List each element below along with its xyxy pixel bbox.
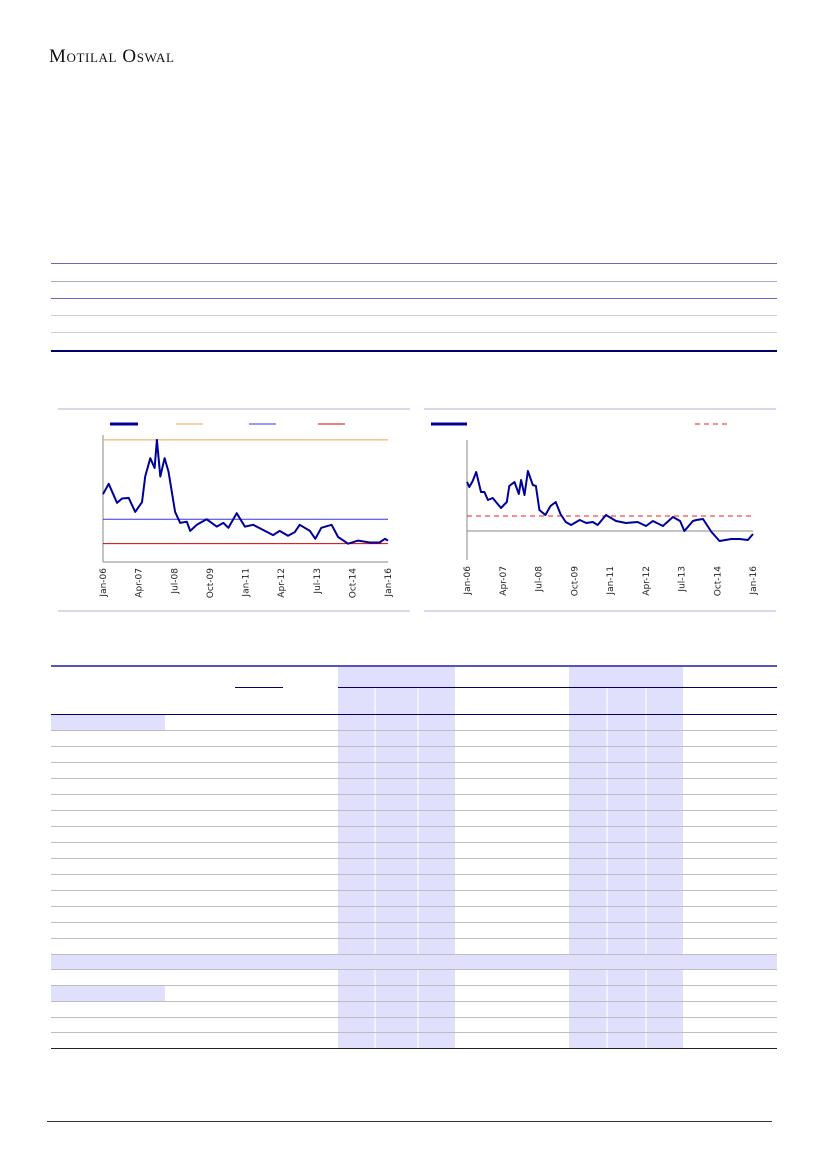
section-label-cell (51, 985, 165, 1001)
chart-frame-right (424, 408, 776, 612)
x-tick-label: Oct-09 (570, 566, 580, 597)
table-row-rule (51, 826, 777, 827)
x-tick-label: Jan-06 (463, 566, 473, 596)
x-tick-label: Jan-11 (242, 568, 252, 598)
table-header-subrule (235, 687, 283, 688)
table-row-rule (51, 1001, 777, 1002)
table-row-rule (51, 938, 777, 939)
table-row-rule (51, 906, 777, 907)
table-row-rule (51, 874, 777, 875)
column-gap (606, 688, 608, 1048)
column-gap (417, 688, 419, 1048)
summary-table-top-rule (51, 263, 777, 264)
table-row-rule (51, 778, 777, 779)
table-row-rule (51, 890, 777, 891)
column-gap (374, 688, 376, 1048)
table-row-rule (51, 842, 777, 843)
x-tick-label: Oct-09 (206, 568, 216, 599)
x-tick-label: Jul-08 (535, 566, 545, 593)
x-tick-label: Oct-14 (713, 566, 723, 597)
table-header-bottom-rule (51, 714, 777, 715)
chart-left: Jan-06 Apr-07 Jul-08 Oct-09 Jan-11 Apr-12 Jul-… (99, 422, 394, 599)
table-top-rule (51, 665, 777, 667)
chart-right: Jan-06 Apr-07 Jul-08 Oct-09 Jan-11 Apr-12 Jul-… (431, 422, 759, 597)
section-row-shaded (51, 954, 777, 969)
x-tick-label: Apr-07 (499, 566, 509, 596)
series-line (102, 438, 389, 545)
x-tick-label: Jul-13 (678, 566, 688, 593)
brand-logo: Motilal Oswal (49, 46, 175, 67)
footer-rule (47, 1121, 772, 1122)
x-tick-label: Apr-12 (642, 566, 652, 596)
column-gap (645, 688, 647, 1048)
x-tick-label: Jul-13 (313, 568, 323, 595)
table-row-rule (51, 954, 777, 955)
summary-table-rule (51, 298, 777, 299)
charts-layer: Jan-06 Apr-07 Jul-08 Oct-09 Jan-11 Apr-12 Jul-… (99, 422, 759, 599)
table-row-rule (51, 985, 777, 986)
table-row-rule (51, 810, 777, 811)
table-row-rule (51, 1032, 777, 1033)
table-row-rule (51, 858, 777, 859)
x-tick-label: Jan-06 (99, 568, 109, 598)
summary-table-bottom-rule (51, 350, 777, 352)
x-tick-label: Apr-12 (277, 568, 287, 598)
table-bottom-rule (51, 1048, 777, 1049)
x-tick-label: Jul-08 (170, 568, 180, 595)
table-row-rule (51, 746, 777, 747)
table-header-subrule (338, 687, 777, 688)
table-row-rule (51, 969, 777, 970)
x-tick-label: Apr-07 (135, 568, 145, 598)
table-row-rule (51, 922, 777, 923)
summary-table-rule (51, 281, 777, 282)
table-row-rule (51, 762, 777, 763)
x-tick-label: Jan-11 (606, 566, 616, 596)
summary-table-rule (51, 332, 777, 333)
table-row-rule (51, 1017, 777, 1018)
table-row-rule (51, 794, 777, 795)
x-tick-label: Jan-16 (384, 568, 394, 598)
chart-frame-left (58, 408, 410, 612)
x-tick-label: Jan-16 (749, 566, 759, 596)
table-row-rule (51, 730, 777, 731)
section-label-cell (51, 715, 165, 730)
summary-table-rule (51, 315, 777, 316)
series-line (466, 470, 754, 542)
x-tick-label: Oct-14 (348, 568, 358, 599)
